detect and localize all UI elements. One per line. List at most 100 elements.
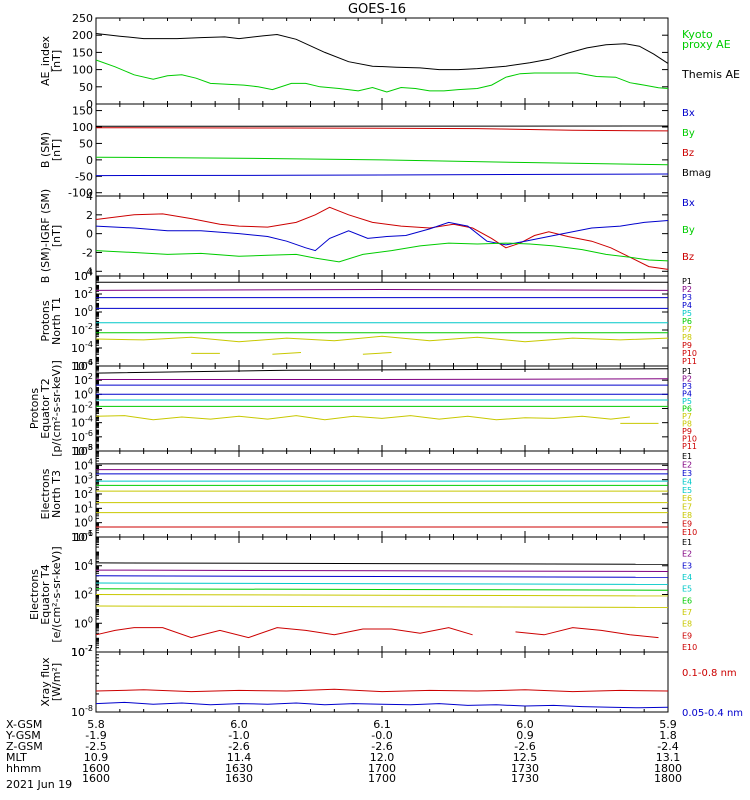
legend-item: P6 [682,405,692,414]
y-tick-label: 104 [74,268,93,283]
y-tick-label: 105 [74,443,93,458]
y-tick-label: 200 [72,29,93,42]
ephemeris-value: 0.9 [516,729,534,742]
ephemeris-value: -0.0 [371,729,392,742]
ephemeris-value: 13.1 [656,751,681,764]
ephemeris-value: 1600 [82,762,110,775]
legend-item: E10 [682,643,697,652]
legend-item: P6 [682,317,692,326]
legend-item: E7 [682,503,692,512]
y-tick-label: 0 [86,98,93,111]
legend-item: Bz [682,148,694,159]
legend-item: P10 [682,349,697,358]
ephemeris-value: -1.9 [85,729,106,742]
panel-frame [95,103,669,197]
ephemeris-value: 1630 [225,762,253,775]
series-line-p2 [96,378,669,380]
series-line-kyoto-proxy-ae [95,59,669,93]
y-axis-label: [nT] [50,225,63,247]
y-tick-label: 101 [74,500,93,515]
y-axis-label: Protons [39,300,52,341]
legend-item: E7 [682,608,692,617]
series-line-e1 [95,562,669,565]
panel-3: -4 -2 0 2 4 B (SM)-IGRF (SM)[nT] Bx By Bz [39,189,695,283]
y-tick-label: 10-2 [71,401,93,416]
legend-item: E6 [682,494,692,503]
y-axis-label: [nT] [50,139,63,161]
y-tick-label: 10-2 [71,322,93,337]
y-tick-label: 50 [79,137,93,150]
legend-item: P3 [682,382,692,391]
legend-item: P1 [682,277,692,286]
time-tick-label: 1600 [82,772,110,785]
y-tick-label: 10-7 [71,644,93,659]
series-line-p1 [95,368,669,374]
legend-item: P2 [682,285,692,294]
legend-item: Bz [682,252,694,263]
legend-item: E3 [682,561,692,570]
legend-item: E6 [682,596,692,605]
legend-item: E4 [682,573,692,582]
legend-item: E3 [682,469,692,478]
y-axis-label: Xray flux [39,657,52,707]
legend-item: P8 [682,420,692,429]
y-tick-label: -2 [82,246,93,259]
y-tick-label: 50 [79,81,93,94]
ephemeris-table: X-GSM 5.8 6.0 6.1 6.0 5.9 Y-GSM -1.9 -1.0 -0.0 0.9… [5,718,682,775]
y-tick-label: 0 [86,228,93,241]
y-tick-label: 100 [74,615,93,630]
series-line-themis-ae [95,33,669,71]
legend-item: P5 [682,397,692,406]
panel-2: -100 -50 0 50 100 150 B (SM)[nT] Bx By Bz Bmag [39,103,711,200]
y-axis-label: [e/(cm²-s-sr-keV)] [50,546,63,642]
y-tick-label: 102 [74,372,93,387]
ephemeris-value: 6.0 [230,718,248,731]
ephemeris-label: Z-GSM [6,740,43,753]
legend-item: P7 [682,325,692,334]
y-tick-label: 104 [74,558,93,573]
legend-item: 0.05-0.4 nm [682,708,743,719]
plot-title: GOES-16 [348,2,406,17]
y-tick-label: 102 [74,587,93,602]
ephemeris-value: 5.9 [659,718,677,731]
ephemeris-label: X-GSM [6,718,42,731]
legend-item: E8 [682,620,692,629]
legend-item: E5 [682,585,692,594]
y-axis-label: B (SM)-IGRF (SM) [39,189,52,283]
panel-frame [95,195,669,277]
y-axis-label: [p/(cm²-s-sr-keV)] [50,360,63,457]
y-tick-label: 100 [74,386,93,401]
y-tick-label: 0 [86,154,93,167]
y-tick-label: 100 [72,64,93,77]
legend-item: Themis AE [681,68,740,81]
ephemeris-value: 12.5 [513,751,538,764]
legend-item: P9 [682,341,692,350]
y-tick-label: 106 [74,529,93,544]
legend-item: E9 [682,520,692,529]
series-line-p7 [95,415,630,421]
y-tick-label: 150 [72,46,93,59]
legend-item: E1 [682,538,692,547]
y-tick-label: 102 [74,486,93,501]
y-tick-label: 150 [72,105,93,118]
legend-item: P7 [682,412,692,421]
series-line-e2 [95,569,669,572]
series-line-0-05-0-4-nm [95,701,669,709]
y-tick-label: 102 [74,286,93,301]
y-axis-label: North T1 [50,297,63,345]
legend-item: Bx [682,198,695,209]
legend-item: P1 [682,367,692,376]
legend-item: Kyoto [682,28,713,41]
y-tick-label: 104 [74,457,93,472]
y-tick-label: 4 [86,190,93,203]
ephemeris-value: 11.4 [227,751,252,764]
y-axis-label: Protons [28,388,41,429]
y-tick-label: -100 [68,187,93,200]
ephemeris-label: Y-GSM [5,729,41,742]
y-axis-label: Electrons [28,569,41,620]
date-label: 2021 Jun 19 [6,778,72,791]
